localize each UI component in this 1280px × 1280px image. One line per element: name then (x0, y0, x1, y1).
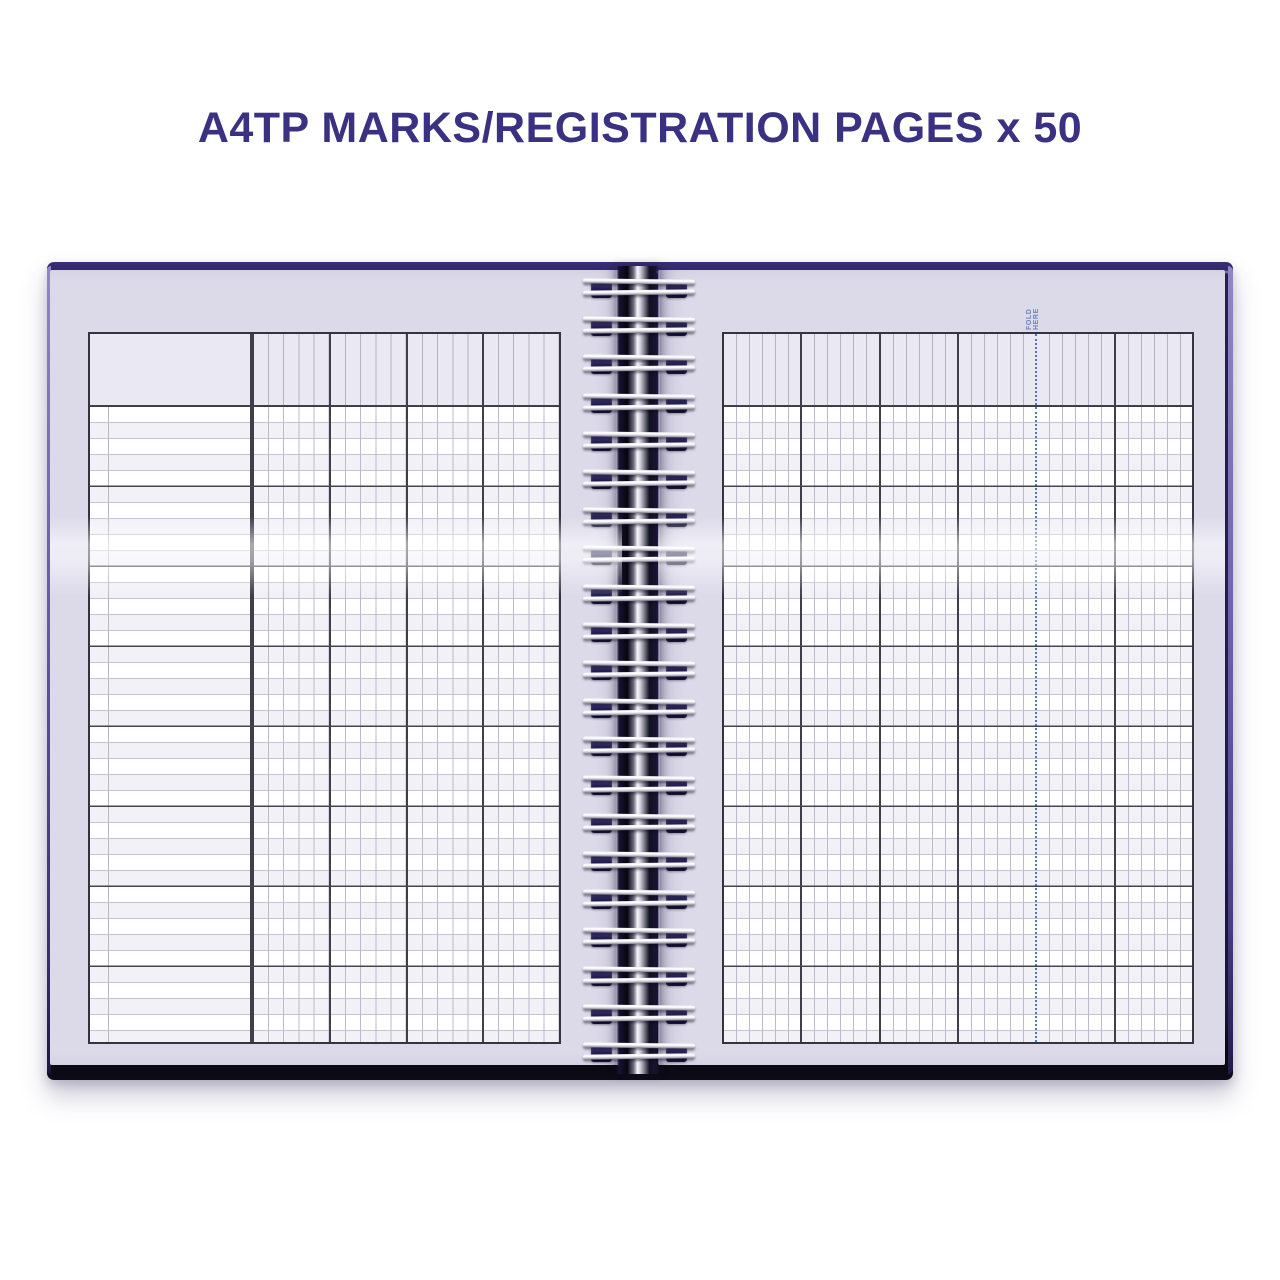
column-group-fold-line (1035, 407, 1114, 1042)
wire-top (582, 392, 696, 400)
wire-coil (582, 507, 696, 530)
column-group (724, 407, 801, 1042)
grid-body (724, 407, 1192, 1042)
open-planner-book: FOLD HERE (47, 262, 1233, 1080)
column-group-header (1113, 334, 1192, 405)
wire-bottom (582, 442, 696, 449)
column-group-header-fold-line (1035, 334, 1114, 405)
fold-here-label: FOLD HERE (1026, 308, 1040, 330)
wire-coil (582, 927, 696, 950)
name-column (90, 407, 252, 1042)
left-marks-grid (88, 332, 561, 1044)
wire-coil (582, 736, 696, 759)
wire-coil (582, 965, 696, 989)
column-group (482, 407, 559, 1042)
column-group-header (405, 334, 483, 405)
column-group-header (328, 334, 406, 405)
wire-coil (582, 1042, 696, 1065)
spiral-binding (582, 262, 696, 1080)
wire-coil (582, 660, 696, 683)
name-column-header (90, 334, 252, 405)
grid-body (90, 407, 559, 1042)
wire-coil (582, 278, 696, 301)
wire-coil (582, 392, 696, 416)
wire-top (582, 1004, 696, 1011)
right-page: FOLD HERE (658, 270, 1225, 1065)
column-group-header (800, 334, 879, 405)
wire-coil (582, 316, 696, 339)
wire-coil (582, 698, 696, 721)
wire-top (582, 622, 696, 629)
wire-top (582, 774, 696, 782)
wire-bottom (582, 785, 696, 793)
wire-coil (582, 1004, 696, 1027)
column-group-header (482, 334, 559, 405)
wire-bottom (582, 633, 696, 640)
wire-coil (582, 774, 696, 798)
column-group (405, 407, 483, 1042)
wire-coil (582, 583, 696, 607)
product-title: A4TP MARKS/REGISTRATION PAGES x 50 (197, 104, 1083, 152)
wire-coil (582, 889, 696, 912)
left-page (50, 270, 622, 1065)
wire-coil (582, 431, 696, 454)
column-group-header (252, 334, 329, 405)
column-group (956, 407, 1036, 1042)
grid-header-row (724, 334, 1192, 407)
wire-bottom (582, 976, 696, 984)
column-group (878, 407, 957, 1042)
wire-top (582, 431, 696, 438)
grid-header-row (90, 334, 559, 407)
wire-coil (582, 622, 696, 645)
wire-coil (582, 469, 696, 492)
wire-coil (582, 354, 696, 377)
wire-top (582, 813, 696, 820)
column-group-header (956, 334, 1036, 405)
column-group-header (724, 334, 801, 405)
wire-bottom (582, 403, 696, 411)
column-group-header (878, 334, 957, 405)
column-group (800, 407, 879, 1042)
wire-coil (582, 851, 696, 874)
right-marks-grid (722, 332, 1194, 1044)
wire-bottom (582, 824, 696, 831)
wire-bottom (582, 594, 696, 602)
wire-top (582, 965, 696, 973)
column-group (328, 407, 406, 1042)
column-group (1113, 407, 1192, 1042)
wire-coil (582, 545, 696, 568)
wire-bottom (582, 1015, 696, 1022)
column-group (252, 407, 329, 1042)
wire-coil (582, 813, 696, 836)
wire-top (582, 583, 696, 591)
